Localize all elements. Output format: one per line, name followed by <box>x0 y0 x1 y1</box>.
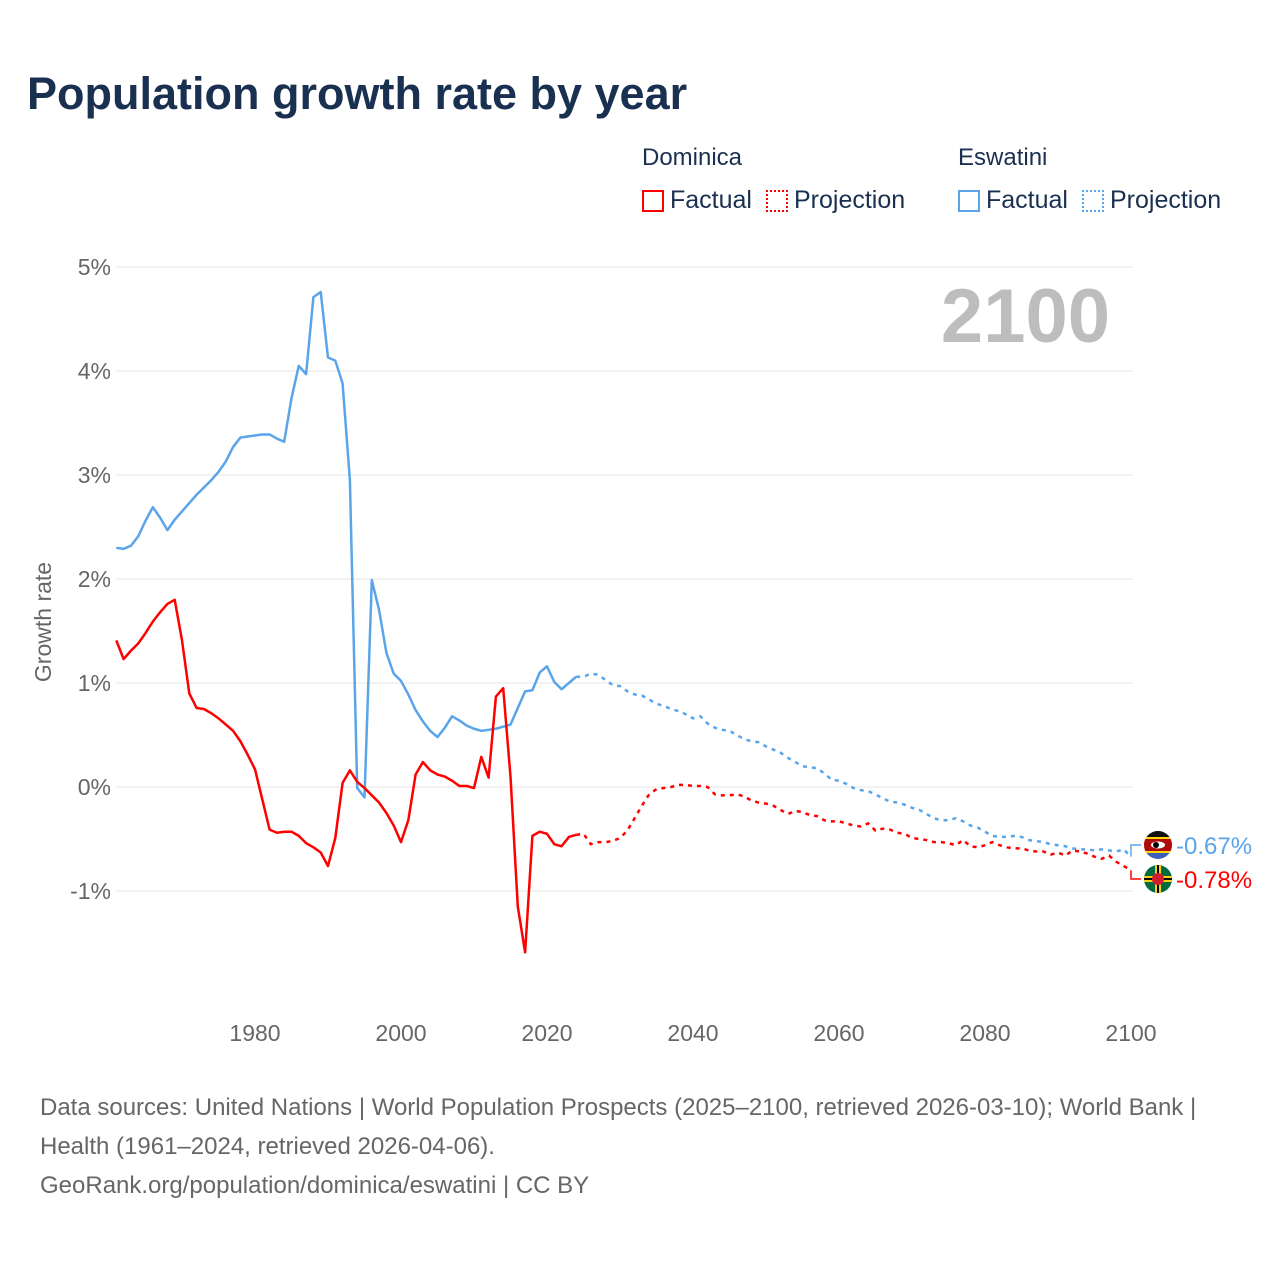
legend-dominica: Dominica Factual Projection <box>642 144 905 215</box>
data-sources: Data sources: United Nations | World Pop… <box>40 1094 1197 1160</box>
x-tick-label: 1980 <box>229 1020 280 1046</box>
solid-swatch-icon <box>958 189 980 212</box>
eswatini-projection-line <box>576 672 1132 858</box>
eswatini-flag-icon <box>1144 831 1172 859</box>
dominica-leader-line <box>1130 870 1141 880</box>
dotted-swatch-icon <box>1081 189 1104 212</box>
legend-label: Factual <box>670 186 752 214</box>
legend-label: Projection <box>1109 186 1222 214</box>
x-tick-label: 2040 <box>667 1020 718 1046</box>
footer: Data sources: United Nations | World Pop… <box>40 1088 1240 1205</box>
credit-link[interactable]: GeoRank.org/population/dominica/eswatini… <box>40 1172 590 1199</box>
solid-swatch-icon <box>642 189 664 212</box>
x-tick-label: 2020 <box>521 1020 572 1046</box>
legend-group-name: Eswatini <box>958 144 1048 171</box>
y-tick-label: -1% <box>70 878 111 904</box>
y-tick-label: 2% <box>78 566 111 592</box>
year-label: 2100 <box>941 274 1110 359</box>
legend-eswatini-projection[interactable]: Projection <box>1081 186 1222 215</box>
dominica-flag-icon <box>1144 865 1172 893</box>
y-tick-label: 1% <box>78 670 111 696</box>
dotted-swatch-icon <box>765 189 788 212</box>
legend-dominica-projection[interactable]: Projection <box>765 186 906 215</box>
chart-title: Population growth rate by year <box>27 68 688 119</box>
legend-eswatini-factual[interactable]: Factual <box>958 186 1068 215</box>
eswatini-end-value: -0.67% <box>1176 833 1252 860</box>
eswatini-factual-line <box>116 290 578 799</box>
y-axis-label: Growth rate <box>30 562 56 682</box>
legend-dominica-factual[interactable]: Factual <box>642 186 752 215</box>
dominica-projection-line <box>576 783 1132 872</box>
legend-label: Factual <box>986 186 1068 214</box>
y-tick-label: 3% <box>78 462 111 488</box>
dominica-end-value: -0.78% <box>1176 867 1252 894</box>
x-tick-label: 2060 <box>813 1020 864 1046</box>
y-tick-label: 0% <box>78 774 111 800</box>
legend-eswatini: Eswatini Factual Projection <box>958 144 1221 215</box>
eswatini-leader-line <box>1130 844 1141 857</box>
legend-group-name: Dominica <box>642 144 743 171</box>
x-tick-label: 2080 <box>959 1020 1010 1046</box>
x-tick-label: 2000 <box>375 1020 426 1046</box>
dominica-factual-line <box>115 598 577 954</box>
x-tick-label: 2100 <box>1105 1020 1156 1046</box>
y-tick-label: 4% <box>78 358 111 384</box>
legend-label: Projection <box>793 186 906 214</box>
y-tick-label: 5% <box>78 254 111 280</box>
